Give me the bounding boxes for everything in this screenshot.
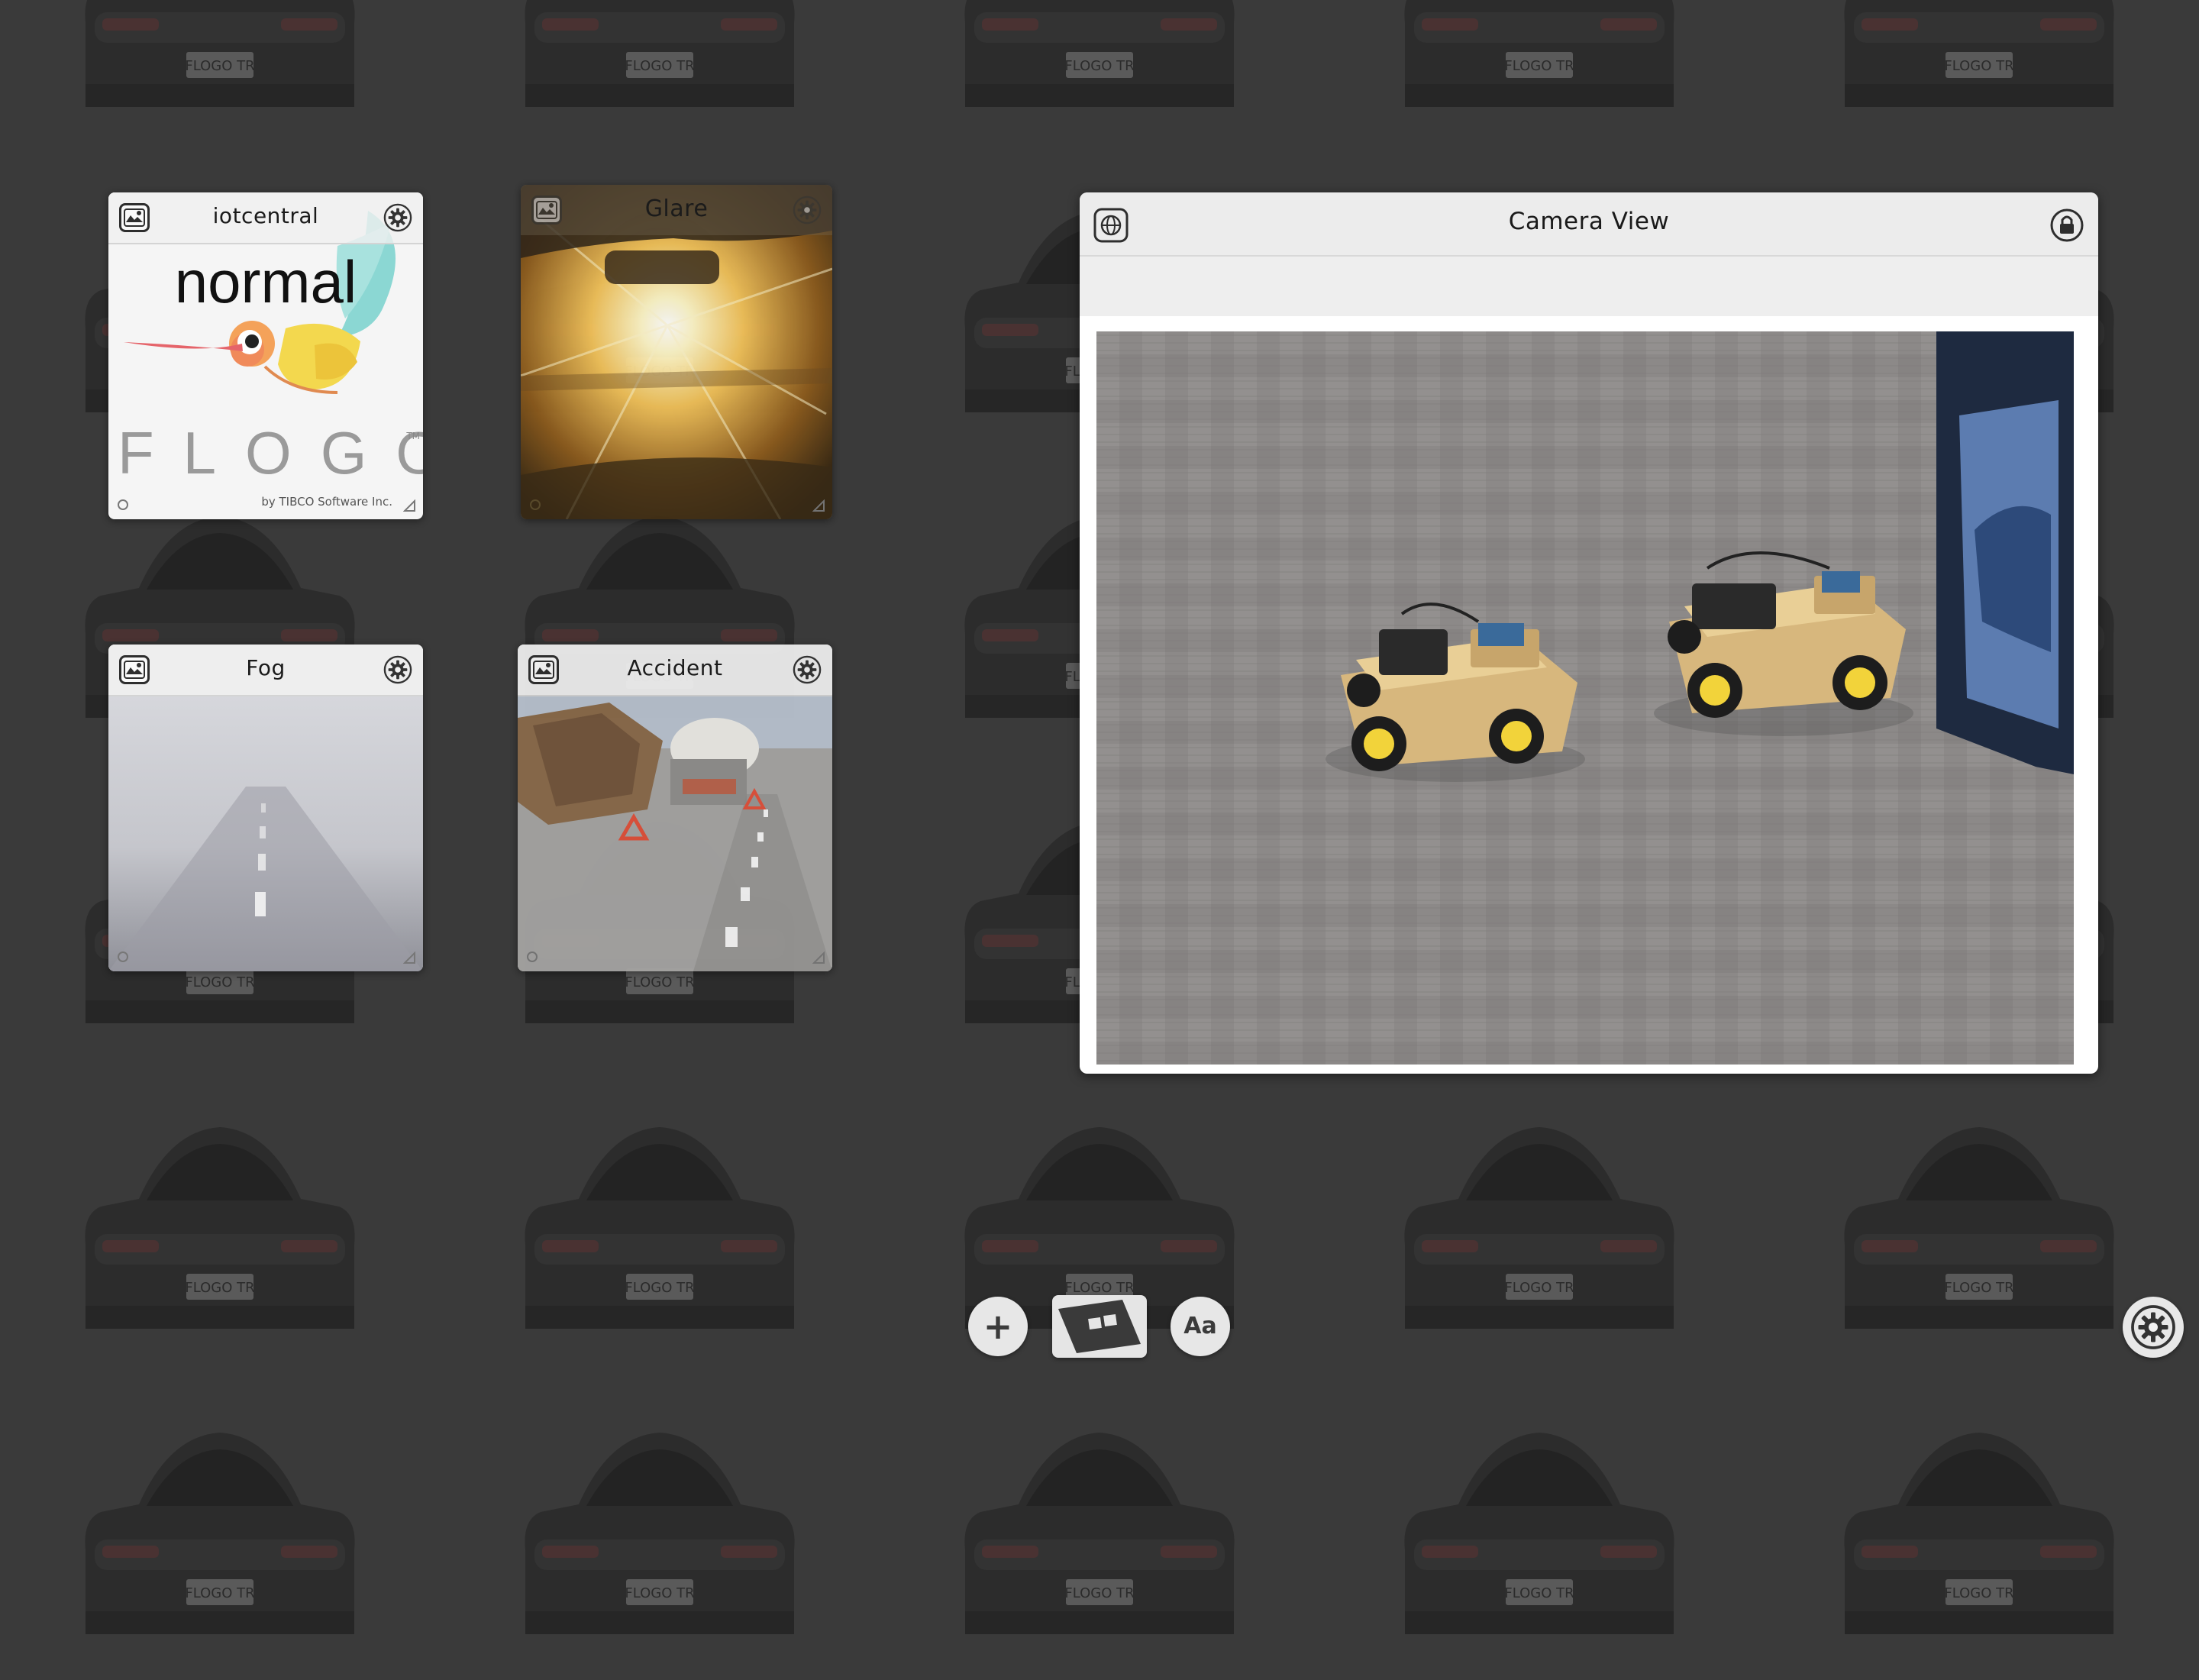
background-car-tile bbox=[1319, 1375, 1759, 1680]
card-header[interactable]: Glare bbox=[521, 185, 832, 235]
car-rear-icon bbox=[1814, 1405, 2144, 1634]
car-rear-icon bbox=[495, 1405, 825, 1634]
card-header[interactable]: Accident bbox=[518, 645, 832, 696]
car-rear-icon bbox=[935, 1100, 1264, 1329]
background-car-tile bbox=[1319, 1069, 1759, 1375]
background-car-tile bbox=[440, 0, 880, 153]
camera-feed-image bbox=[1096, 331, 2074, 1065]
car-rear-icon bbox=[55, 1100, 385, 1329]
background-car-tile bbox=[880, 0, 1319, 153]
car-rear-icon bbox=[1374, 1100, 1704, 1329]
car-rear-icon bbox=[55, 0, 385, 107]
car-rear-icon bbox=[55, 1405, 385, 1634]
resize-handle-icon[interactable] bbox=[403, 499, 415, 512]
resize-handle-icon[interactable] bbox=[403, 951, 415, 964]
card-indicator bbox=[530, 499, 541, 510]
gear-icon[interactable] bbox=[383, 655, 412, 684]
camera-view-title: Camera View bbox=[1171, 208, 2007, 235]
text-format-button[interactable]: Aa bbox=[1171, 1297, 1230, 1356]
tiles-button[interactable] bbox=[1052, 1295, 1147, 1358]
car-rear-icon bbox=[1814, 1100, 2144, 1329]
image-card-icon[interactable] bbox=[119, 655, 150, 684]
card-header[interactable]: Fog bbox=[108, 645, 423, 696]
vendor-text: by TIBCO Software Inc. bbox=[261, 495, 392, 509]
background-car-tile bbox=[1759, 0, 2199, 153]
car-rear-icon bbox=[1374, 0, 1704, 107]
car-rear-icon bbox=[495, 0, 825, 107]
card-fog[interactable]: Fog bbox=[108, 645, 423, 971]
background-car-tile bbox=[440, 1069, 880, 1375]
background-car-tile bbox=[0, 1375, 440, 1680]
car-rear-icon bbox=[935, 1405, 1264, 1634]
card-indicator bbox=[118, 951, 128, 962]
add-button[interactable]: + bbox=[968, 1297, 1028, 1356]
status-text: normal bbox=[108, 247, 423, 317]
camera-view-window[interactable]: Camera View bbox=[1080, 192, 2098, 1074]
car-rear-icon bbox=[1814, 0, 2144, 107]
resize-handle-icon[interactable] bbox=[812, 951, 825, 964]
card-iotcentral[interactable]: iotcentral normal FLOGO TM by TIBCO Soft… bbox=[108, 192, 423, 519]
image-card-icon[interactable] bbox=[528, 655, 559, 684]
card-accident[interactable]: Accident bbox=[518, 645, 832, 971]
car-rear-icon bbox=[935, 0, 1264, 107]
background-car-tile bbox=[1319, 0, 1759, 153]
trademark-text: TM bbox=[406, 431, 420, 441]
accident-image bbox=[518, 695, 832, 971]
gear-icon[interactable] bbox=[793, 195, 822, 225]
globe-icon[interactable] bbox=[1093, 208, 1129, 243]
gear-icon[interactable] bbox=[383, 203, 412, 232]
card-indicator bbox=[527, 951, 538, 962]
flogo-wordmark: FLOGO bbox=[118, 418, 414, 488]
card-glare[interactable]: Glare bbox=[521, 185, 832, 519]
car-rear-icon bbox=[495, 1100, 825, 1329]
gear-icon[interactable] bbox=[793, 655, 822, 684]
background-car-tile bbox=[1759, 1375, 2199, 1680]
card-title: Fog bbox=[162, 655, 370, 680]
background-car-tile bbox=[0, 1069, 440, 1375]
card-title: Accident bbox=[571, 655, 779, 680]
background-car-tile bbox=[0, 0, 440, 153]
gear-icon bbox=[2123, 1297, 2184, 1358]
card-title: iotcentral bbox=[162, 203, 370, 228]
lock-icon[interactable] bbox=[2049, 208, 2084, 243]
card-header[interactable]: iotcentral bbox=[108, 192, 423, 244]
settings-button[interactable] bbox=[2123, 1297, 2184, 1358]
tiles-icon bbox=[1052, 1295, 1147, 1358]
resize-handle-icon[interactable] bbox=[812, 499, 825, 512]
image-card-icon[interactable] bbox=[119, 203, 150, 232]
background-car-tile bbox=[440, 1375, 880, 1680]
camera-view-header[interactable]: Camera View bbox=[1080, 192, 2098, 257]
image-card-icon[interactable] bbox=[531, 195, 562, 225]
background-car-tile bbox=[880, 1375, 1319, 1680]
card-indicator bbox=[118, 499, 128, 510]
car-rear-icon bbox=[1374, 1405, 1704, 1634]
card-title: Glare bbox=[574, 195, 779, 222]
camera-view-toolbar bbox=[1080, 257, 2098, 316]
fog-image bbox=[108, 695, 423, 971]
